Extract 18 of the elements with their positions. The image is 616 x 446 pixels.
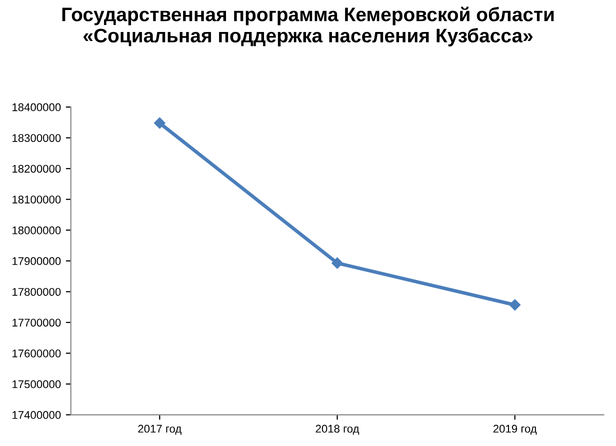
point (154, 117, 166, 129)
x-tick-label: 2018 год (316, 424, 360, 435)
x-tick-label: 2017 год (138, 424, 182, 435)
y-tick-label: 18300000 (12, 134, 61, 142)
y-tick-label: 17500000 (12, 380, 61, 388)
y-tick-label: 18000000 (12, 226, 61, 234)
chart-title: Государственная программа Кемеровской области «Социальная поддержка населения Кузбасса» (62, 6, 554, 46)
y-tick-label: 18200000 (12, 164, 61, 173)
y-tick-label: 17600000 (12, 350, 61, 358)
y-tick-label: 17400000 (12, 411, 61, 419)
y-tick-label: 17800000 (12, 288, 61, 296)
y-tick-label: 18400000 (12, 103, 61, 112)
point (332, 257, 343, 269)
y-tick-label: 17900000 (12, 257, 61, 266)
point (509, 299, 520, 311)
y-tick-label: 18100000 (12, 196, 61, 204)
y-tick-label: 17700000 (12, 318, 61, 327)
x-tick-label: 2019 год (493, 424, 537, 435)
